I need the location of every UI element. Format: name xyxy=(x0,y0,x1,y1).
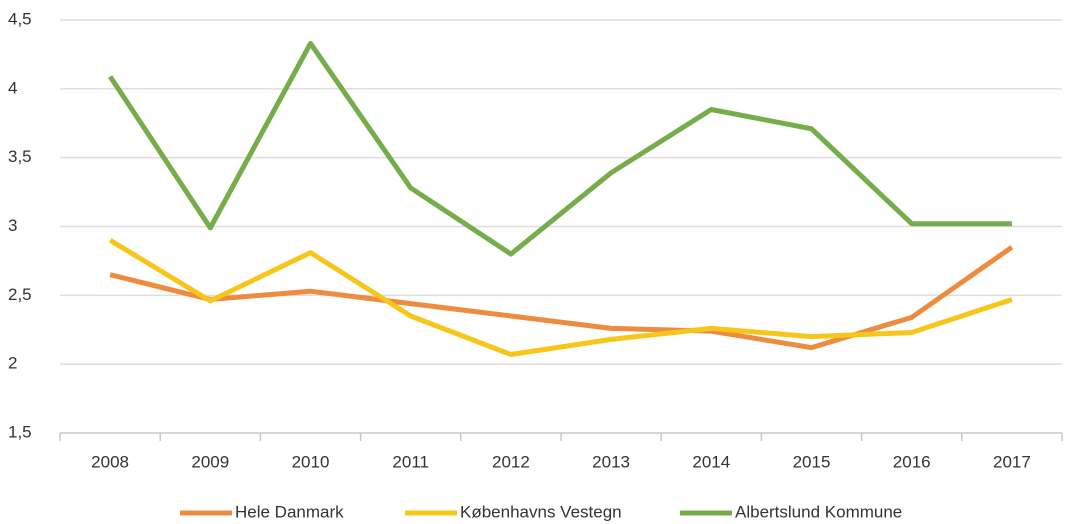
x-tick-label: 2012 xyxy=(492,452,530,471)
legend-label: Københavns Vestegn xyxy=(460,502,622,521)
series-line xyxy=(108,40,1012,257)
series-line xyxy=(108,238,1013,358)
y-tick-label: 2 xyxy=(8,354,17,373)
x-tick-label: 2016 xyxy=(893,452,931,471)
legend-label: Hele Danmark xyxy=(235,502,344,521)
y-tick-label: 4,5 xyxy=(8,9,32,28)
x-tick-label: 2015 xyxy=(793,452,831,471)
y-tick-label: 3,5 xyxy=(8,147,32,166)
y-tick-label: 2,5 xyxy=(8,285,32,304)
x-tick-label: 2011 xyxy=(392,452,429,471)
x-tick-label: 2017 xyxy=(993,452,1031,471)
y-tick-label: 3 xyxy=(8,216,17,235)
x-tick-label: 2013 xyxy=(592,452,630,471)
x-tick-label: 2009 xyxy=(191,452,229,471)
x-tick-label: 2010 xyxy=(292,452,330,471)
x-tick-label: 2008 xyxy=(91,452,129,471)
legend-label: Albertslund Kommune xyxy=(735,502,902,521)
y-tick-label: 1,5 xyxy=(8,422,32,441)
y-tick-label: 4 xyxy=(8,78,17,97)
x-tick-label: 2014 xyxy=(692,452,730,471)
